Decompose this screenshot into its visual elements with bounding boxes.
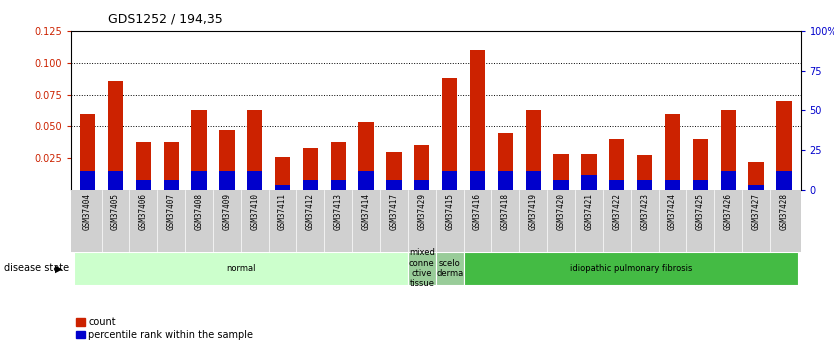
Text: GSM37408: GSM37408 [194,193,203,230]
Text: GSM37411: GSM37411 [278,193,287,230]
Bar [136,180,151,190]
Bar [108,81,123,190]
Text: GSM37412: GSM37412 [306,193,315,230]
Bar [470,50,485,190]
Bar [554,180,569,190]
Bar [108,171,123,190]
Bar [665,180,681,190]
Text: GSM37421: GSM37421 [585,193,594,230]
Bar [581,154,596,190]
Bar [163,141,178,190]
Bar [386,180,402,190]
Bar [693,180,708,190]
Text: GSM37425: GSM37425 [696,193,705,230]
Text: GSM37409: GSM37409 [223,193,231,230]
Bar [637,156,652,190]
Bar [359,122,374,190]
Bar [275,157,290,190]
Bar [191,171,207,190]
Text: GSM37406: GSM37406 [138,193,148,230]
Bar [525,171,541,190]
Bar [435,252,464,285]
Bar [359,171,374,190]
Text: mixed
conne
ctive
tissue: mixed conne ctive tissue [409,248,435,288]
Bar [609,180,625,190]
Text: GSM37405: GSM37405 [111,193,120,230]
Text: ▶: ▶ [55,264,63,273]
Bar [191,110,207,190]
Bar [408,252,435,285]
Bar [442,78,457,190]
Bar [464,252,798,285]
Bar [247,110,263,190]
Text: disease state: disease state [4,264,69,273]
Bar [637,180,652,190]
Bar [330,180,346,190]
Bar [80,171,95,190]
Bar [219,130,234,190]
Text: GDS1252 / 194,35: GDS1252 / 194,35 [108,12,224,25]
Text: GSM37429: GSM37429 [417,193,426,230]
Bar [470,171,485,190]
Bar [665,114,681,190]
Bar [163,180,178,190]
Text: idiopathic pulmonary fibrosis: idiopathic pulmonary fibrosis [570,264,692,273]
Bar [693,139,708,190]
Bar [442,171,457,190]
Text: GSM37424: GSM37424 [668,193,677,230]
Text: GSM37404: GSM37404 [83,193,92,230]
Text: GSM37420: GSM37420 [556,193,565,230]
Bar [414,180,430,190]
Bar [386,152,402,190]
Text: GSM37407: GSM37407 [167,193,176,230]
Bar [554,154,569,190]
Text: GSM37419: GSM37419 [529,193,538,230]
Bar [219,171,234,190]
Text: normal: normal [226,264,255,273]
Text: scelo
derma: scelo derma [436,258,464,278]
Bar [776,101,791,190]
Text: GSM37418: GSM37418 [501,193,510,230]
Text: GSM37415: GSM37415 [445,193,455,230]
Bar [136,141,151,190]
Bar [498,132,513,190]
Text: GSM37422: GSM37422 [612,193,621,230]
Text: GSM37417: GSM37417 [389,193,399,230]
Bar [303,180,318,190]
Bar [247,171,263,190]
Bar [748,162,764,190]
Bar [73,252,408,285]
Text: GSM37426: GSM37426 [724,193,733,230]
Text: GSM37423: GSM37423 [641,193,649,230]
Bar [721,110,736,190]
Text: GSM37414: GSM37414 [362,193,370,230]
Bar [748,185,764,190]
Text: GSM37410: GSM37410 [250,193,259,230]
Bar [303,148,318,190]
Bar [330,141,346,190]
Text: GSM37428: GSM37428 [780,193,788,230]
Legend: count, percentile rank within the sample: count, percentile rank within the sample [76,317,254,340]
Bar [80,114,95,190]
Bar [525,110,541,190]
Text: GSM37413: GSM37413 [334,193,343,230]
Bar [498,171,513,190]
Bar [609,139,625,190]
Bar [581,176,596,190]
Text: GSM37416: GSM37416 [473,193,482,230]
Bar [776,171,791,190]
Bar [721,171,736,190]
Text: GSM37427: GSM37427 [751,193,761,230]
Bar [414,145,430,190]
Bar [275,185,290,190]
